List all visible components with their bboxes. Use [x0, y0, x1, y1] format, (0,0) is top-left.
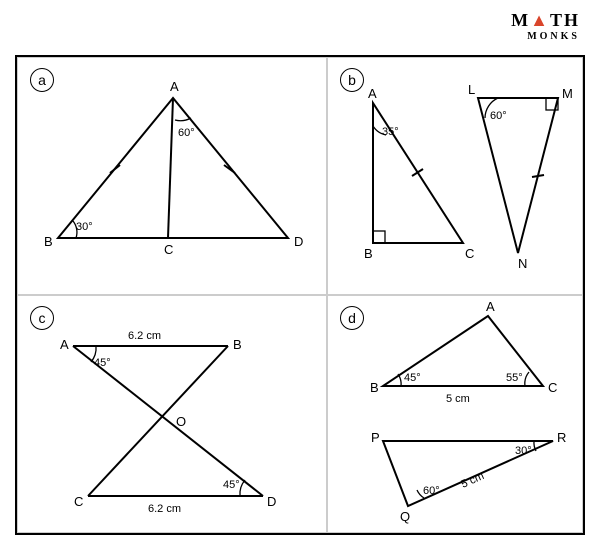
svg-text:P: P [371, 430, 380, 445]
panel-a: a A B C D 30° 60° [17, 57, 327, 295]
diagram-c: A B C D O 6.2 cm 6.2 cm 45° 45° [18, 296, 326, 534]
svg-text:30°: 30° [76, 221, 93, 233]
svg-text:6.2 cm: 6.2 cm [148, 503, 181, 515]
svg-text:55°: 55° [506, 372, 523, 384]
svg-text:N: N [518, 256, 527, 271]
svg-text:45°: 45° [404, 372, 421, 384]
svg-text:5 cm: 5 cm [446, 393, 470, 405]
svg-text:C: C [548, 380, 557, 395]
svg-text:30°: 30° [515, 445, 532, 457]
svg-text:6.2 cm: 6.2 cm [128, 330, 161, 342]
svg-text:D: D [267, 494, 276, 509]
svg-text:60°: 60° [490, 110, 507, 122]
svg-text:C: C [164, 242, 173, 257]
brand-top: M▲TH [511, 10, 580, 31]
svg-text:O: O [176, 414, 186, 429]
panel-d: d A B C P Q R 45° 55° 5 cm 60° 30° 5 cm [327, 295, 583, 533]
svg-text:60°: 60° [423, 485, 440, 497]
svg-text:B: B [233, 337, 242, 352]
panel-c: c A B C D O 6.2 cm 6.2 cm 45° 45° [17, 295, 327, 533]
svg-text:60°: 60° [178, 127, 195, 139]
diagram-b: A B C L M N 35° 60° [328, 58, 583, 296]
svg-text:A: A [170, 79, 179, 94]
svg-text:M: M [562, 86, 573, 101]
svg-text:C: C [465, 246, 474, 261]
svg-text:45°: 45° [223, 479, 240, 491]
svg-text:B: B [370, 380, 379, 395]
svg-text:B: B [44, 234, 53, 249]
diagram-grid: a A B C D 30° 60° b [15, 55, 585, 535]
diagram-d: A B C P Q R 45° 55° 5 cm 60° 30° 5 cm [328, 296, 583, 534]
brand-bottom: MONKS [511, 31, 580, 42]
brand-logo: M▲TH MONKS [511, 10, 580, 42]
svg-text:A: A [60, 337, 69, 352]
svg-text:45°: 45° [94, 357, 111, 369]
svg-text:C: C [74, 494, 83, 509]
svg-text:D: D [294, 234, 303, 249]
svg-text:Q: Q [400, 509, 410, 524]
svg-text:5 cm: 5 cm [459, 470, 486, 491]
panel-b: b A B C L M N 35° 60° [327, 57, 583, 295]
svg-text:A: A [368, 86, 377, 101]
svg-text:B: B [364, 246, 373, 261]
svg-text:R: R [557, 430, 566, 445]
svg-text:35°: 35° [382, 126, 399, 138]
svg-text:A: A [486, 299, 495, 314]
svg-text:L: L [468, 82, 475, 97]
diagram-a: A B C D 30° 60° [18, 58, 326, 296]
